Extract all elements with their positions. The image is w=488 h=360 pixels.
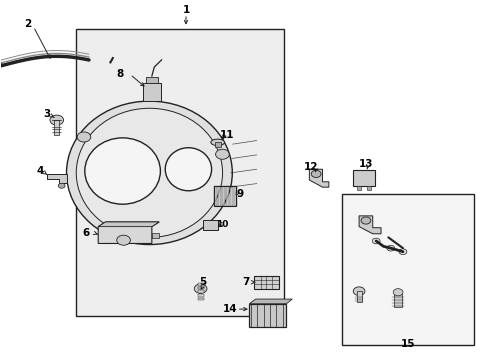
Text: 11: 11 xyxy=(220,130,234,140)
Text: 5: 5 xyxy=(199,277,206,287)
FancyBboxPatch shape xyxy=(152,233,158,238)
Text: 13: 13 xyxy=(358,159,373,169)
Polygon shape xyxy=(98,222,159,243)
FancyBboxPatch shape xyxy=(197,283,203,286)
FancyBboxPatch shape xyxy=(225,186,228,206)
FancyBboxPatch shape xyxy=(197,298,203,300)
FancyBboxPatch shape xyxy=(229,186,232,206)
Polygon shape xyxy=(358,216,380,234)
FancyBboxPatch shape xyxy=(197,291,203,293)
Text: 12: 12 xyxy=(303,162,317,172)
Text: 2: 2 xyxy=(24,19,31,29)
Text: 7: 7 xyxy=(242,277,249,287)
FancyBboxPatch shape xyxy=(352,170,374,186)
FancyBboxPatch shape xyxy=(254,276,278,289)
FancyBboxPatch shape xyxy=(366,186,370,190)
Text: 9: 9 xyxy=(236,189,243,199)
FancyBboxPatch shape xyxy=(233,186,236,206)
FancyBboxPatch shape xyxy=(146,77,158,83)
Circle shape xyxy=(392,289,402,296)
Ellipse shape xyxy=(66,101,232,244)
FancyBboxPatch shape xyxy=(356,291,361,302)
Circle shape xyxy=(371,238,379,244)
FancyBboxPatch shape xyxy=(197,287,203,289)
Polygon shape xyxy=(249,299,292,304)
Ellipse shape xyxy=(210,139,224,145)
FancyBboxPatch shape xyxy=(76,30,283,316)
Polygon shape xyxy=(47,174,67,183)
Polygon shape xyxy=(98,222,159,226)
FancyBboxPatch shape xyxy=(356,186,360,190)
FancyBboxPatch shape xyxy=(214,186,217,206)
FancyBboxPatch shape xyxy=(341,194,473,345)
FancyBboxPatch shape xyxy=(197,294,203,297)
Text: 4: 4 xyxy=(36,166,43,176)
Text: 3: 3 xyxy=(43,109,51,119)
Circle shape xyxy=(398,249,406,255)
FancyBboxPatch shape xyxy=(214,142,220,147)
Circle shape xyxy=(352,287,364,296)
FancyBboxPatch shape xyxy=(218,186,221,206)
FancyBboxPatch shape xyxy=(393,294,402,307)
Text: 1: 1 xyxy=(182,5,189,15)
FancyBboxPatch shape xyxy=(202,220,218,230)
FancyBboxPatch shape xyxy=(54,120,59,135)
Ellipse shape xyxy=(165,148,211,191)
FancyBboxPatch shape xyxy=(249,304,286,327)
FancyBboxPatch shape xyxy=(143,83,160,101)
Text: 6: 6 xyxy=(82,228,89,238)
Circle shape xyxy=(360,217,370,224)
Text: 10: 10 xyxy=(216,220,228,229)
Circle shape xyxy=(311,170,321,177)
Text: 8: 8 xyxy=(116,69,123,79)
Circle shape xyxy=(77,132,91,142)
Ellipse shape xyxy=(84,138,160,204)
Circle shape xyxy=(50,115,63,125)
FancyBboxPatch shape xyxy=(222,186,224,206)
Circle shape xyxy=(117,235,130,245)
Text: 14: 14 xyxy=(222,304,237,314)
Circle shape xyxy=(215,149,229,159)
Text: 15: 15 xyxy=(400,339,414,349)
Ellipse shape xyxy=(76,108,222,237)
Circle shape xyxy=(386,245,394,251)
Circle shape xyxy=(58,183,65,188)
Circle shape xyxy=(194,284,206,293)
Polygon shape xyxy=(309,169,328,187)
